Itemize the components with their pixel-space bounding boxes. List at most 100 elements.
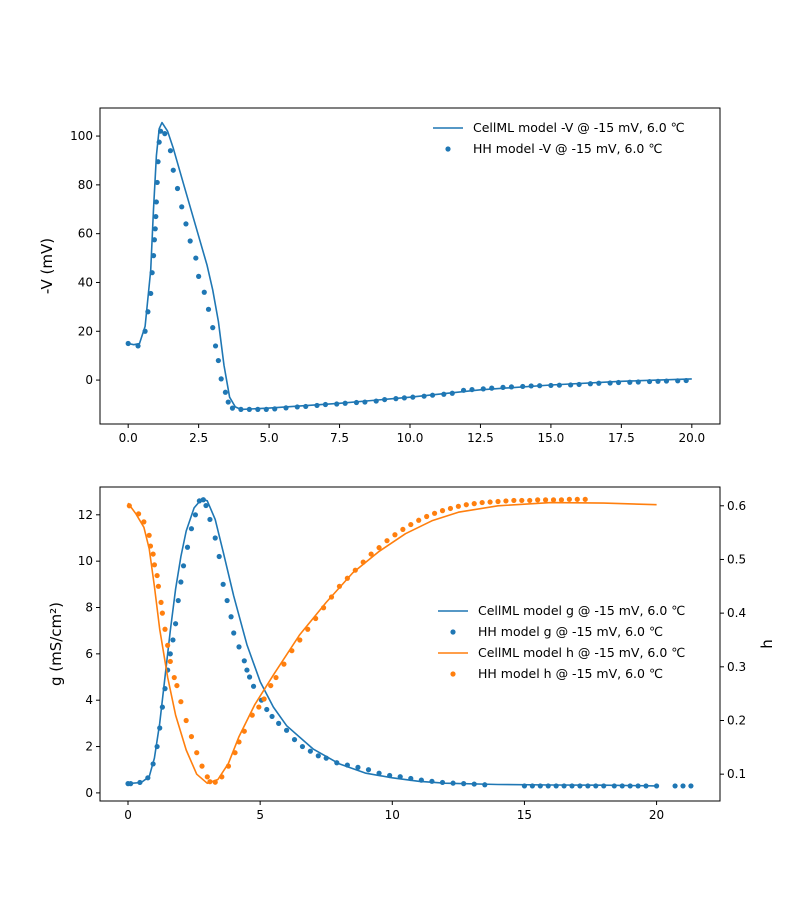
data-point: [503, 498, 509, 504]
data-point: [469, 386, 475, 393]
data-point: [194, 750, 200, 756]
data-point: [159, 704, 165, 710]
data-point: [303, 403, 309, 410]
data-point: [225, 763, 232, 769]
legend: CellML model g @ -15 mV, 6.0 ℃ HH model g…: [438, 603, 685, 681]
axes-frame: [99, 486, 721, 802]
data-point: [225, 399, 231, 405]
data-point: [212, 779, 218, 785]
data-point: [553, 783, 559, 789]
data-point: [165, 642, 171, 648]
y-tick-label: 80: [78, 178, 93, 192]
data-point: [619, 783, 625, 789]
data-point: [688, 783, 694, 789]
y-axis-label: g (mS/cm²): [47, 602, 65, 686]
data-point: [151, 237, 157, 243]
data-point: [135, 511, 142, 517]
plot-area: [125, 121, 692, 412]
data-point: [307, 748, 313, 754]
y2-tick-label: 0.1: [727, 767, 746, 781]
data-point: [171, 674, 177, 681]
data-point: [188, 526, 195, 532]
data-point: [178, 579, 184, 585]
data-point: [520, 383, 526, 390]
data-point: [154, 572, 160, 579]
data-point: [655, 378, 661, 384]
data-point: [207, 516, 213, 523]
data-point: [416, 517, 422, 523]
data-point: [236, 644, 242, 650]
data-point: [392, 532, 398, 538]
data-point: [157, 128, 164, 134]
data-point: [683, 377, 689, 384]
data-point: [587, 381, 593, 387]
data-point: [255, 406, 261, 412]
data-point: [155, 583, 162, 589]
x-tick-label: 7.5: [330, 431, 349, 445]
legend: CellML model -V @ -15 mV, 6.0 ℃ HH model …: [433, 120, 685, 156]
y-tick-label: 60: [78, 227, 93, 241]
data-point: [269, 713, 275, 720]
data-point: [401, 395, 407, 401]
plot-area: [125, 496, 694, 789]
data-point: [429, 778, 435, 784]
data-point: [128, 781, 134, 787]
data-point: [162, 131, 168, 137]
data-point: [153, 213, 159, 220]
data-point: [408, 521, 414, 528]
data-point: [187, 238, 193, 244]
data-point: [601, 783, 607, 789]
data-point: [344, 575, 350, 581]
data-point: [635, 379, 641, 385]
data-point: [273, 674, 279, 681]
data-point: [460, 387, 467, 393]
data-point: [355, 764, 361, 770]
y-tick-label: 8: [85, 601, 93, 615]
legend-label: HH model g @ -15 mV, 6.0 ℃: [478, 624, 663, 639]
data-point: [447, 505, 454, 512]
data-point: [241, 658, 247, 664]
data-point: [315, 753, 321, 759]
data-point: [495, 498, 501, 505]
data-point: [141, 519, 147, 525]
legend-label: HH model h @ -15 mV, 6.0 ℃: [478, 666, 663, 681]
data-point: [479, 499, 485, 506]
data-point: [159, 610, 165, 616]
data-point: [615, 379, 622, 386]
data-point: [508, 384, 515, 390]
x-tick-label: 0: [124, 808, 132, 822]
data-point: [170, 637, 176, 643]
data-point: [154, 179, 160, 186]
data-point: [175, 597, 181, 604]
data-point: [205, 306, 212, 312]
legend-dot-swatch: [445, 146, 451, 152]
x-tick-label: 15.0: [538, 431, 565, 445]
data-point: [212, 535, 218, 541]
data-point: [148, 290, 154, 297]
data-point: [246, 406, 252, 412]
y-axis-label: -V (mV): [38, 238, 56, 294]
data-point: [550, 497, 557, 503]
data-point: [368, 551, 374, 557]
data-point: [353, 399, 360, 406]
data-point: [157, 725, 163, 731]
data-point: [511, 497, 517, 504]
data-point: [184, 544, 191, 550]
data-point: [418, 777, 424, 783]
data-point: [179, 204, 185, 210]
data-point: [152, 226, 158, 232]
y-tick-label: 4: [85, 693, 93, 707]
data-point: [162, 626, 168, 632]
data-point: [196, 498, 202, 504]
y2-tick-label: 0.5: [727, 552, 746, 566]
data-point: [568, 382, 574, 388]
data-point: [147, 543, 154, 549]
data-point: [521, 783, 528, 789]
data-point: [376, 545, 382, 551]
data-point: [174, 682, 180, 689]
data-point: [663, 378, 670, 384]
data-point: [593, 783, 599, 789]
data-point: [421, 393, 427, 399]
data-point: [537, 783, 543, 789]
data-point: [365, 767, 372, 773]
